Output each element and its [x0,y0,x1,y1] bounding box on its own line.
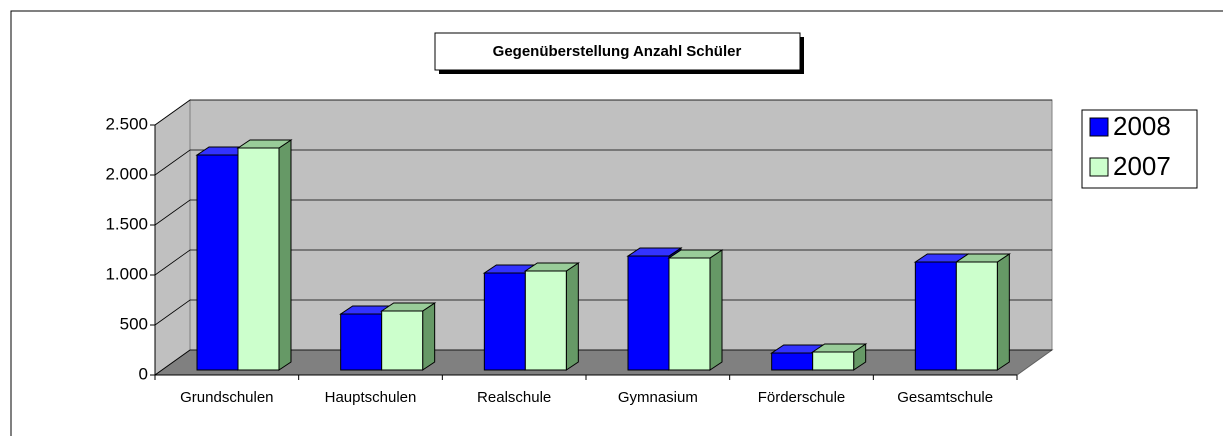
legend-swatch [1089,117,1109,137]
bar [237,147,280,371]
bar [483,272,526,371]
legend-label: 2007 [1113,151,1171,181]
y-tick-label: 1.500 [105,214,148,233]
bar [812,351,855,371]
y-tick-label: 500 [120,314,148,333]
bar [771,352,814,371]
legend-swatch [1089,157,1109,177]
chart-title: Gegenüberstellung Anzahl Schüler [493,43,742,60]
bar [627,255,670,371]
bar [914,261,957,371]
x-tick-label: Grundschulen [180,389,273,406]
bar [381,310,424,371]
y-tick-label: 1.000 [105,264,148,283]
bar-side [278,139,292,371]
legend-label: 2008 [1113,111,1171,141]
y-tick-label: 2.500 [105,114,148,133]
x-tick-label: Hauptschulen [325,389,417,406]
grid-line [154,99,1052,126]
bar [340,313,383,371]
bar-side [422,302,436,371]
y-tick-label: 0 [139,364,148,383]
bar [955,261,998,371]
x-tick-label: Gymnasium [618,389,698,406]
grid-line [154,299,1052,326]
bar [668,257,711,371]
bar-side [996,253,1010,371]
grid-line [154,199,1052,226]
x-tick-label: Förderschule [758,389,846,406]
grid-line [154,249,1052,276]
x-tick-label: Realschule [477,389,551,406]
bar-side [709,249,723,371]
bar [196,154,239,371]
y-tick-label: 2.000 [105,164,148,183]
grid-line [154,149,1052,176]
side-wall [154,99,191,376]
title-box [434,32,801,71]
bar-side [565,262,579,371]
grid-line [154,349,1052,376]
x-tick-label: Gesamtschule [897,389,993,406]
chart-border [10,10,1223,436]
bar [524,270,567,371]
